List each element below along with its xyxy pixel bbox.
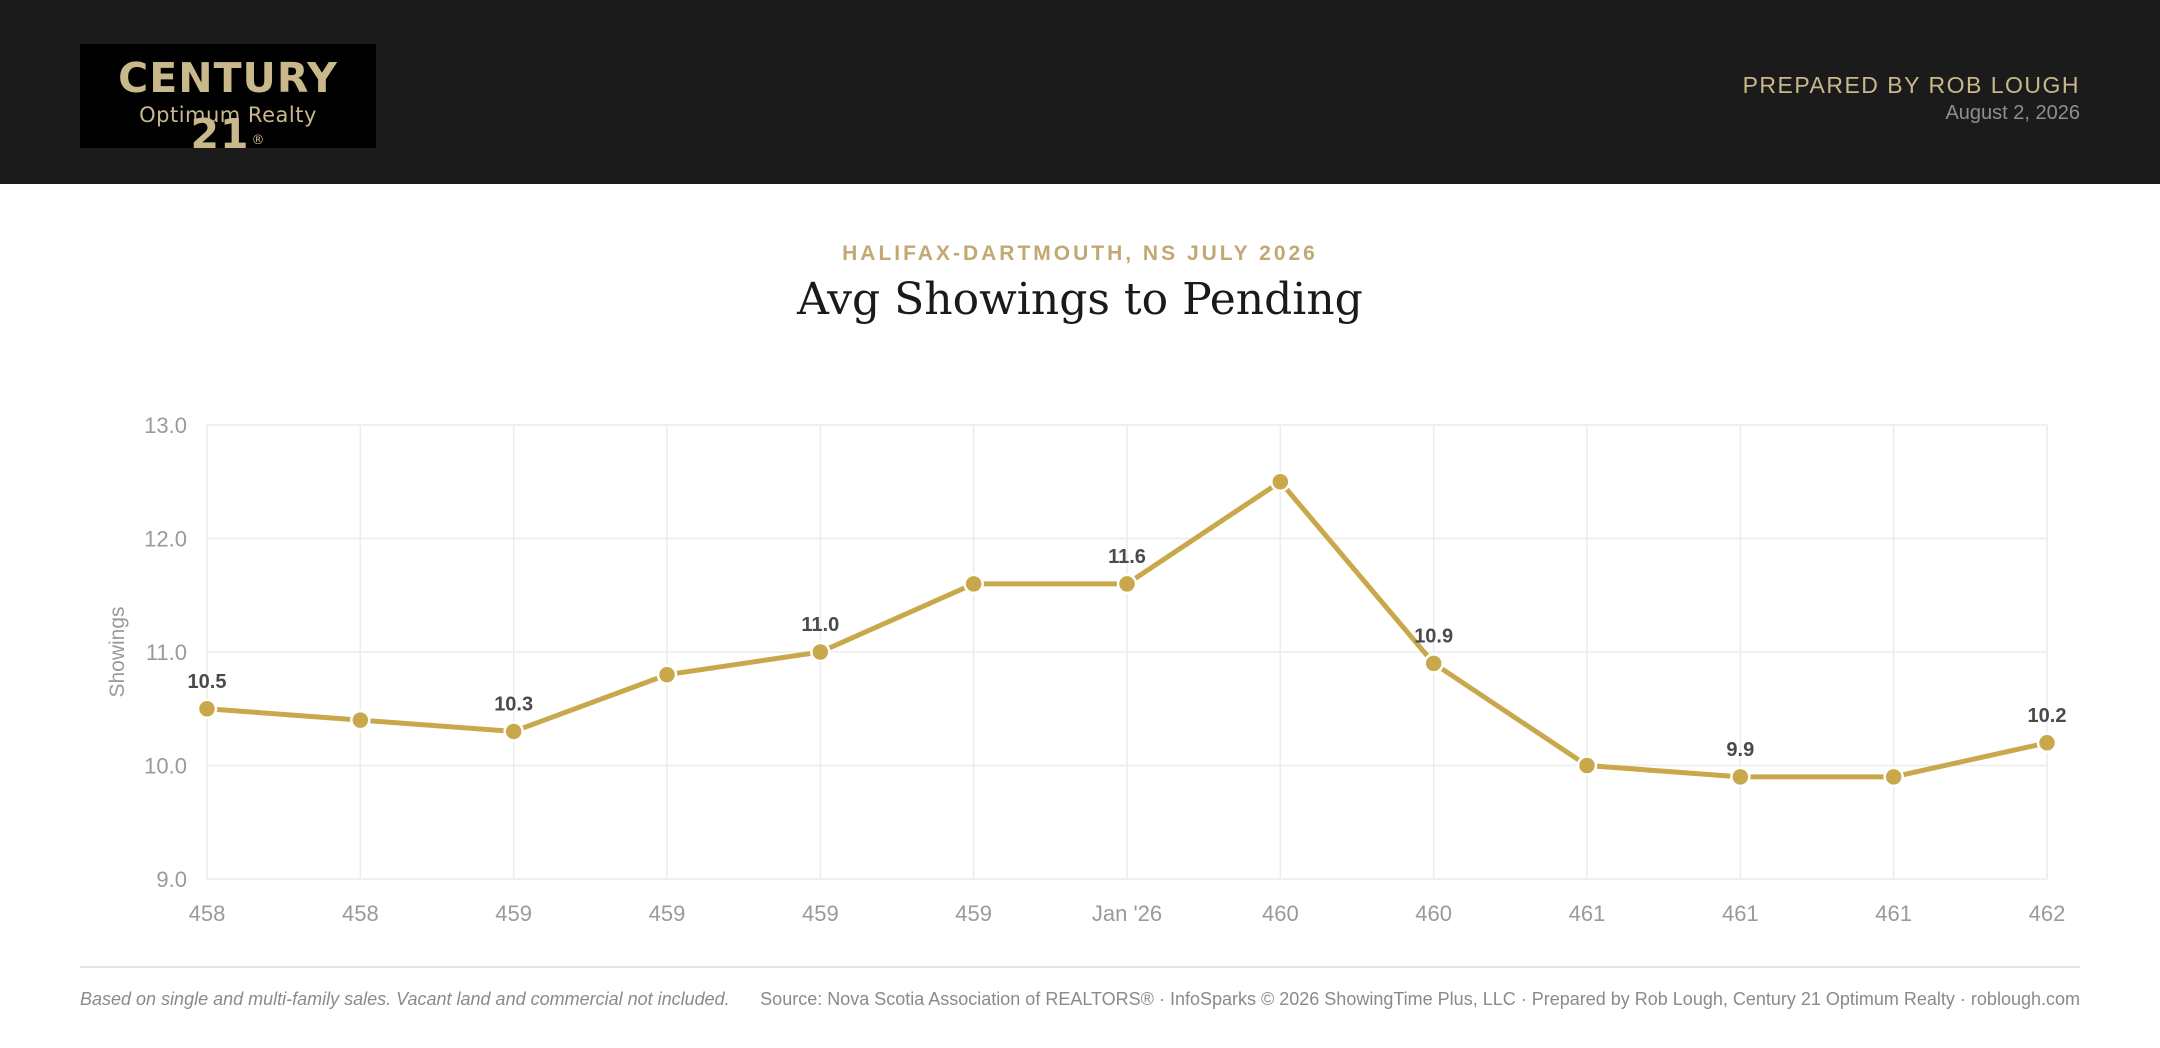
x-tick-label: 459 — [955, 901, 992, 926]
chart-subtitle: HALIFAX-DARTMOUTH, NS JULY 2026 — [842, 242, 1318, 265]
century21-logo[interactable]: CENTURY 21 ® Optimum Realty — [80, 44, 376, 158]
data-label: 10.3 — [494, 693, 533, 715]
prepared-by: PREPARED BY ROB LOUGH — [1742, 72, 2080, 98]
data-point — [196, 698, 218, 719]
x-tick-label: 460 — [1415, 901, 1452, 926]
logo-subtitle: Optimum Realty — [139, 103, 317, 127]
data-point — [963, 573, 984, 595]
data-point — [1270, 471, 1291, 492]
data-label: 10.2 — [2028, 705, 2067, 727]
x-tick-label: 461 — [1722, 901, 1759, 926]
data-point — [2036, 732, 2058, 754]
data-point — [810, 641, 831, 663]
x-tick-label: 458 — [342, 901, 379, 926]
data-point — [1576, 755, 1598, 776]
y-tick-label: 12.0 — [144, 527, 187, 552]
y-tick-label: 11.0 — [146, 640, 187, 665]
data-point — [1883, 766, 1904, 788]
x-tick-label: 461 — [1875, 901, 1912, 926]
footnote: Based on single and multi-family sales. … — [80, 989, 730, 1009]
x-tick-label: 462 — [2029, 901, 2066, 926]
data-label: 11.6 — [1108, 546, 1146, 568]
footer-divider — [80, 966, 2080, 968]
x-tick-label: 460 — [1262, 901, 1299, 926]
logo-wordmark: CENTURY 21 ® — [118, 54, 338, 158]
data-label: 10.5 — [188, 671, 227, 693]
source-credit: Source: Nova Scotia Association of REALT… — [760, 989, 2080, 1009]
x-tick-label: 461 — [1569, 901, 1606, 926]
y-axis-label: Showings — [106, 606, 129, 697]
data-point — [350, 709, 371, 731]
data-label: 10.9 — [1414, 625, 1453, 647]
data-point — [656, 664, 678, 685]
data-label: 9.9 — [1726, 739, 1754, 761]
y-tick-label: 10.0 — [144, 754, 187, 779]
x-tick-label: 459 — [495, 901, 532, 926]
header-bar: CENTURY 21 ® Optimum Realty PREPARED BY R… — [0, 0, 2160, 184]
report-date: August 2, 2026 — [1945, 102, 2080, 124]
chart-title: Avg Showings to Pending — [797, 274, 1363, 325]
data-point — [503, 721, 524, 742]
data-point — [1423, 653, 1444, 674]
x-tick-label: 458 — [189, 901, 226, 926]
y-tick-label: 9.0 — [156, 867, 187, 892]
x-tick-label: 459 — [802, 901, 839, 926]
x-tick-label: Jan '26 — [1092, 901, 1162, 926]
data-label: 11.0 — [801, 614, 839, 636]
data-point — [1730, 766, 1751, 788]
data-point — [1116, 573, 1138, 595]
line-chart: 9.0 10.0 11.0 12.0 13.0 458 458 459 459 459 459 Jan… — [106, 413, 2067, 926]
x-tick-label: 459 — [649, 901, 686, 926]
y-tick-label: 13.0 — [144, 413, 187, 438]
